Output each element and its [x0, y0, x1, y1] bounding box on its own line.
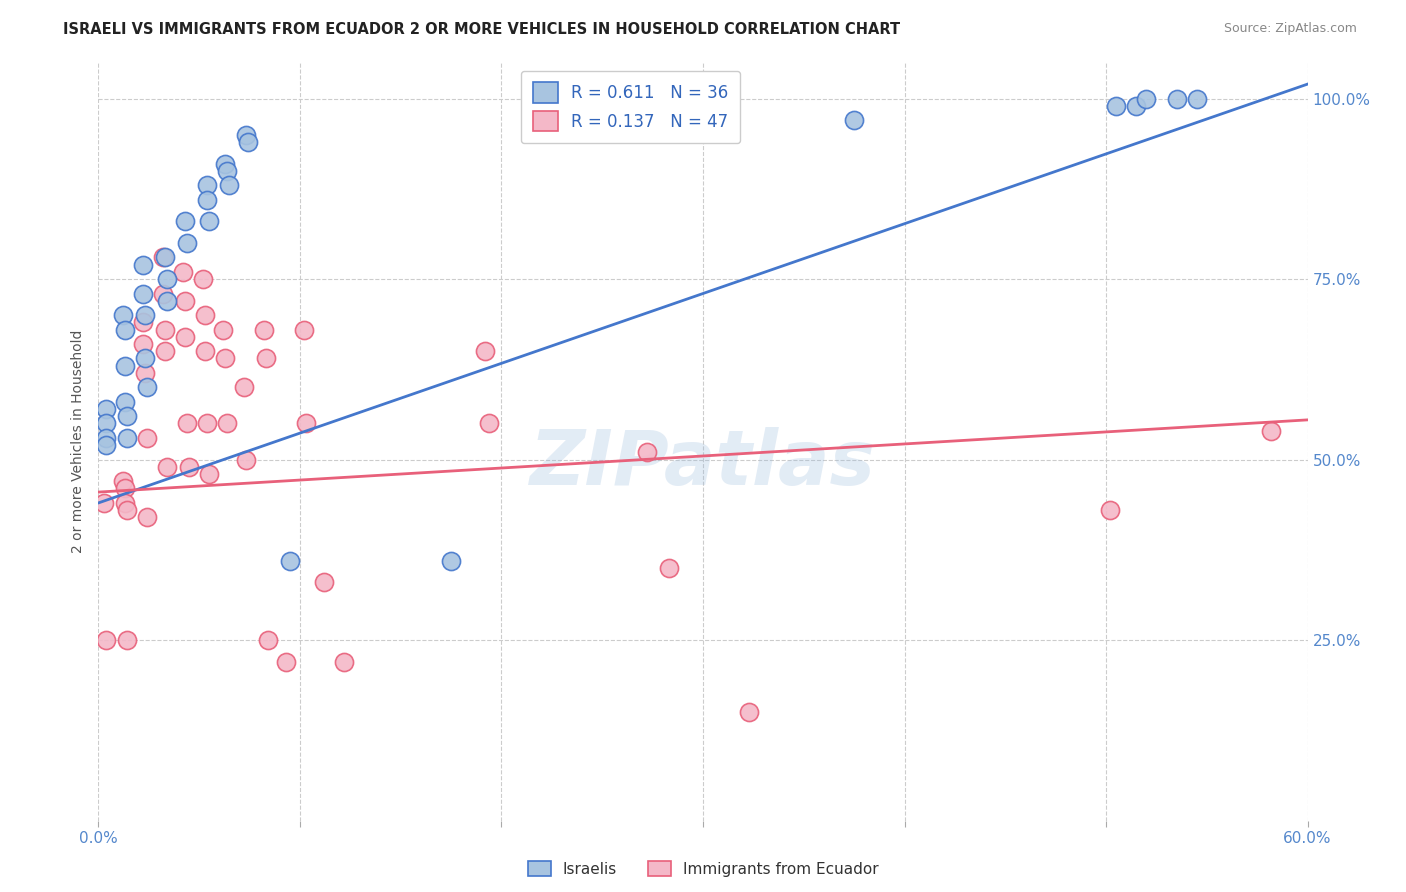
Point [174, 214, 197, 228]
Point [114, 394, 136, 409]
Point [198, 467, 221, 481]
Point [156, 459, 179, 474]
Legend: Israelis, Immigrants from Ecuador: Israelis, Immigrants from Ecuador [520, 853, 886, 884]
Point [96, 438, 118, 452]
Text: ZIPatlas: ZIPatlas [530, 427, 876, 501]
Point [115, 409, 138, 424]
Point [132, 337, 155, 351]
Point [134, 351, 156, 366]
Point [134, 308, 156, 322]
Point [1185, 91, 1208, 105]
Point [218, 178, 240, 193]
Point [236, 135, 259, 149]
Point [135, 510, 157, 524]
Point [96, 402, 118, 417]
Point [115, 633, 138, 648]
Y-axis label: 2 or more Vehicles in Household: 2 or more Vehicles in Household [72, 330, 86, 553]
Point [111, 475, 134, 489]
Point [153, 344, 176, 359]
Text: Source: ZipAtlas.com: Source: ZipAtlas.com [1223, 22, 1357, 36]
Point [474, 344, 496, 359]
Point [153, 323, 176, 337]
Point [254, 351, 277, 366]
Point [195, 193, 218, 207]
Point [1125, 99, 1147, 113]
Point [194, 308, 217, 322]
Point [214, 156, 236, 170]
Point [134, 366, 156, 380]
Text: ISRAELI VS IMMIGRANTS FROM ECUADOR 2 OR MORE VEHICLES IN HOUSEHOLD CORRELATION C: ISRAELI VS IMMIGRANTS FROM ECUADOR 2 OR … [63, 22, 900, 37]
Point [1105, 99, 1128, 113]
Point [295, 417, 318, 431]
Point [114, 323, 136, 337]
Point [132, 258, 155, 272]
Point [217, 417, 239, 431]
Point [333, 655, 356, 669]
Point [256, 633, 278, 648]
Point [1260, 424, 1282, 438]
Point [115, 431, 138, 445]
Point [135, 431, 157, 445]
Point [132, 286, 155, 301]
Point [292, 323, 315, 337]
Point [235, 452, 257, 467]
Point [174, 330, 197, 344]
Point [153, 251, 176, 265]
Point [96, 417, 118, 431]
Point [1166, 91, 1188, 105]
Point [156, 293, 179, 308]
Point [738, 706, 761, 720]
Point [253, 323, 276, 337]
Point [195, 178, 218, 193]
Point [194, 344, 217, 359]
Point [114, 496, 136, 510]
Point [658, 561, 681, 575]
Point [235, 128, 257, 142]
Point [115, 503, 138, 517]
Point [156, 272, 179, 286]
Point [314, 575, 336, 590]
Point [152, 251, 174, 265]
Point [174, 293, 197, 308]
Point [152, 286, 174, 301]
Point [232, 380, 254, 394]
Point [636, 445, 658, 459]
Point [176, 417, 198, 431]
Point [274, 655, 297, 669]
Point [1135, 91, 1157, 105]
Point [111, 308, 134, 322]
Point [96, 431, 118, 445]
Point [96, 633, 118, 648]
Point [193, 272, 215, 286]
Point [440, 554, 463, 568]
Point [478, 417, 501, 431]
Point [172, 265, 194, 279]
Point [93, 496, 115, 510]
Point [844, 113, 866, 128]
Point [132, 315, 155, 329]
Point [114, 482, 136, 496]
Point [195, 417, 218, 431]
Point [212, 323, 235, 337]
Point [278, 554, 301, 568]
Point [198, 214, 221, 228]
Point [217, 163, 239, 178]
Point [114, 359, 136, 373]
Point [179, 459, 201, 474]
Point [1099, 503, 1122, 517]
Legend: R = 0.611   N = 36, R = 0.137   N = 47: R = 0.611 N = 36, R = 0.137 N = 47 [522, 70, 740, 143]
Point [214, 351, 236, 366]
Point [176, 235, 198, 250]
Point [135, 380, 157, 394]
